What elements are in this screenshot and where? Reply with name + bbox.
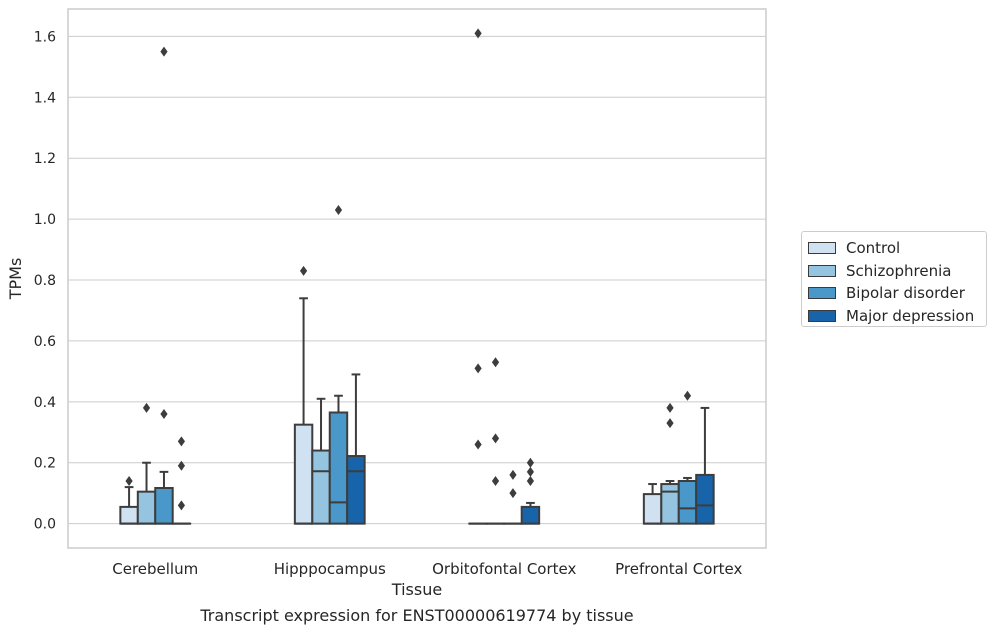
box-body — [328, 411, 349, 525]
x-tick-label: Cerebellum — [112, 560, 198, 578]
y-tick-label: 0.4 — [34, 395, 56, 411]
outlier-point — [160, 46, 168, 57]
legend-label: Control — [846, 239, 901, 258]
chart-caption: Transcript expression for ENST0000061977… — [200, 606, 634, 625]
y-tick-label: 0.0 — [34, 517, 56, 533]
legend-label: Major depression — [846, 306, 975, 325]
box-control — [468, 28, 488, 525]
box-bipolar-disorder — [677, 390, 698, 525]
outlier-point — [526, 457, 535, 468]
box-body — [346, 455, 366, 525]
box-major-depression — [346, 373, 366, 525]
y-tick-labels: 0.0 0.2 0.4 0.6 0.8 1.0 1.2 1.4 1.6 — [34, 29, 56, 532]
box-body — [154, 487, 174, 525]
box-major-depression — [171, 436, 192, 525]
x-tick-label: Prefrontal Cortex — [615, 560, 742, 578]
box-bipolar-disorder — [328, 204, 349, 525]
outlier-point — [509, 469, 517, 480]
outlier-point — [474, 439, 482, 450]
box-body — [119, 505, 139, 525]
outlier-point — [474, 28, 482, 39]
outlier-point — [491, 433, 500, 444]
box-control — [119, 476, 139, 525]
y-tick-label: 0.8 — [34, 273, 56, 289]
box-control — [293, 265, 314, 525]
box-control — [642, 483, 663, 525]
outlier-point — [509, 488, 517, 499]
legend-item: Major depression — [808, 305, 986, 328]
box-body — [642, 493, 663, 525]
box-bipolar-disorder — [503, 469, 523, 525]
legend-swatch — [808, 242, 836, 255]
box-major-depression — [520, 457, 541, 525]
box-schizophrenia — [485, 357, 506, 525]
plot-area-frame — [67, 8, 767, 549]
box-body — [677, 480, 698, 525]
outlier-point — [142, 402, 151, 413]
outlier-point — [526, 476, 535, 487]
legend-item: Schizophrenia — [808, 260, 986, 283]
legend-label: Schizophrenia — [846, 261, 952, 280]
x-tick-label: Orbitofontal Cortex — [432, 560, 576, 578]
y-tick-label: 1.4 — [34, 90, 56, 106]
outlier-point — [160, 409, 168, 420]
y-tick-label: 1.0 — [34, 212, 56, 228]
outlier-point — [526, 466, 535, 477]
outlier-point — [491, 357, 500, 368]
outlier-point — [299, 265, 308, 276]
box-body — [293, 423, 314, 525]
box-body — [660, 483, 680, 525]
grid-lines — [68, 35, 766, 525]
outlier-point — [666, 418, 674, 429]
legend-item: Control — [808, 237, 986, 260]
x-axis-label: Tissue — [391, 580, 442, 599]
box-body — [520, 505, 541, 525]
legend-label: Bipolar disorder — [846, 284, 965, 303]
x-tick-label: Hipppocampus — [274, 560, 386, 578]
y-tick-label: 1.6 — [34, 29, 56, 45]
outlier-point — [683, 390, 692, 401]
box-body — [311, 449, 331, 525]
outlier-point — [125, 476, 133, 487]
legend-swatch — [808, 287, 836, 300]
legend-swatch — [808, 309, 836, 322]
outlier-point — [491, 476, 500, 487]
box-bipolar-disorder — [154, 46, 174, 525]
box-schizophrenia — [136, 402, 157, 525]
outlier-point — [334, 204, 343, 215]
box-body — [136, 490, 157, 525]
legend-item: Bipolar disorder — [808, 282, 986, 305]
outlier-point — [177, 500, 186, 511]
y-tick-label: 0.6 — [34, 334, 56, 350]
outlier-point — [177, 436, 186, 447]
box-schizophrenia — [311, 397, 331, 525]
legend-swatch — [808, 264, 836, 277]
y-tick-label: 0.2 — [34, 456, 56, 472]
box-body — [695, 473, 715, 525]
box-major-depression — [695, 406, 715, 525]
box-plot-boxes — [119, 28, 715, 525]
outlier-point — [177, 460, 186, 471]
legend: Control Schizophrenia Bipolar disorder Majo… — [801, 231, 987, 327]
box-schizophrenia — [660, 402, 680, 525]
y-tick-label: 1.2 — [34, 151, 56, 167]
x-tick-labels: Cerebellum Hipppocampus Orbitofontal Corte… — [112, 560, 742, 578]
y-axis-label: TPMs — [6, 258, 25, 301]
outlier-point — [666, 402, 674, 413]
outlier-point — [474, 363, 482, 374]
